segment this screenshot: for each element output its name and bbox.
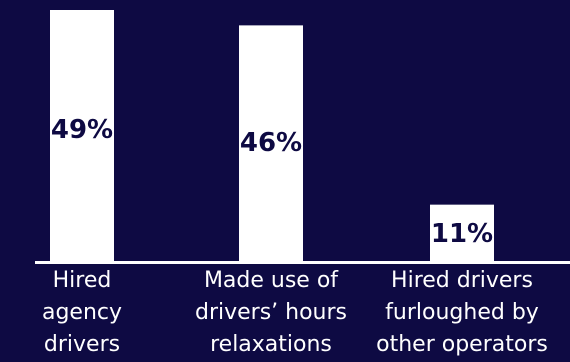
category-label-3-line-2: furloughed by — [385, 300, 539, 325]
category-label-1-line-2: agency — [42, 300, 122, 325]
category-label-3-line-3: other operators — [376, 332, 548, 357]
category-label-2-line-3: relaxations — [210, 332, 332, 357]
category-label-2-line-1: Made use of — [204, 268, 339, 293]
bar-3 — [430, 204, 494, 261]
bar-2 — [239, 25, 303, 262]
category-labels-group: Hired agency drivers Made use of drivers’ ho… — [42, 268, 548, 357]
category-label-2-line-2: drivers’ hours — [195, 300, 347, 325]
category-label-3-line-1: Hired drivers — [391, 268, 533, 293]
bar-value-label-1: 49% — [51, 115, 113, 145]
bar-value-label-3: 11% — [431, 219, 493, 249]
bars-group: 49% 46% 11% — [50, 10, 494, 262]
category-label-1-line-1: Hired — [53, 268, 112, 293]
bar-value-label-2: 46% — [240, 128, 302, 158]
bar-1 — [50, 10, 114, 261]
category-label-1-line-3: drivers — [44, 332, 120, 357]
